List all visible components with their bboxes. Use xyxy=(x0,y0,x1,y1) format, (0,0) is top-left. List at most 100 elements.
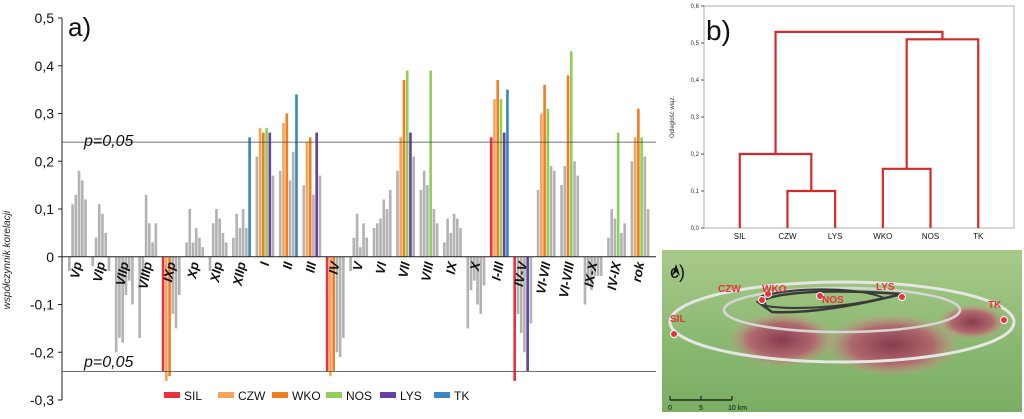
bar-lys-viip xyxy=(127,256,131,281)
dendrogram-chart: 0,00,10,20,30,40,50,6 SIL CZW LYS WKO NOS TK … xyxy=(670,4,1015,241)
category-label-iv: IV xyxy=(326,259,343,275)
bar-czw-vp xyxy=(71,204,74,257)
bar-nos-iii xyxy=(312,194,315,257)
bar-sil-vi-vii xyxy=(536,189,540,257)
bar-tk-iv xyxy=(342,256,345,338)
bar-lys-xip xyxy=(221,232,225,257)
bar-nos-viii xyxy=(429,70,432,257)
category-label-vi: VI xyxy=(372,260,389,275)
bar-nos-vii xyxy=(405,70,409,257)
dendrogram-y-axis: 0,0 0,1 0,2 0,3 0,4 0,5 0,6 xyxy=(691,4,704,232)
bar-tk-i-iii xyxy=(506,89,509,257)
bar-tk-vi-viii xyxy=(576,175,580,257)
bar-lys-vi-viii xyxy=(573,161,576,257)
bar-wko-vi-viii xyxy=(566,75,570,257)
category-label-viip: VIIp xyxy=(113,261,132,287)
bar-wko-iii xyxy=(308,137,312,257)
bar-wko-viii xyxy=(426,185,429,257)
y-tick-label: 0,5 xyxy=(35,10,55,26)
bar-czw-vii xyxy=(399,137,403,257)
panel-a-correlation-chart: 0,5 0,4 0,3 0,2 0,1 0 -0,1 -0,2 -0,3 p=0,05 p=0,… xyxy=(2,10,656,408)
bar-sil-ii xyxy=(278,170,282,257)
dendrogram-y-tick-label: 0,4 xyxy=(691,78,700,84)
station-label-lys: LYS xyxy=(876,282,895,293)
y-tick-label: -0,3 xyxy=(30,392,54,408)
dendrogram-leaf-labels: SIL CZW LYS WKO NOS TK xyxy=(734,232,984,241)
bar-lys-vip xyxy=(104,232,108,257)
station-label-nos: NOS xyxy=(822,295,844,306)
bar-lys-vi-vii xyxy=(549,166,553,257)
dendrogram-link-5 xyxy=(774,30,944,154)
y-tick-label: 0,3 xyxy=(35,106,55,122)
scale-label-10km: 10 km xyxy=(728,405,747,412)
bar-nos-vi-viii xyxy=(569,51,573,257)
bar-nos-xiip xyxy=(241,209,245,257)
bar-sil-vi-viii xyxy=(560,185,563,257)
legend-swatch-sil xyxy=(164,392,180,398)
bar-sil-vip xyxy=(91,256,95,267)
bar-wko-viiip xyxy=(144,194,148,257)
legend-label-czw: CZW xyxy=(238,389,266,403)
legend-label-sil: SIL xyxy=(184,389,202,403)
bar-tk-viii xyxy=(435,223,439,257)
bar-wko-ii xyxy=(285,113,289,257)
bar-czw-ix xyxy=(446,218,449,257)
bar-wko-i-iii xyxy=(496,80,500,257)
y-tick-label: 0,1 xyxy=(35,201,55,217)
bar-czw-rok xyxy=(633,137,637,257)
legend-label-tk: TK xyxy=(454,389,469,403)
station-marker xyxy=(1000,316,1008,324)
station-marker xyxy=(758,296,766,304)
bar-lys-x xyxy=(479,256,483,315)
bar-wko-xip xyxy=(215,209,218,257)
map-scale-bar: 0 5 10 km xyxy=(668,396,747,412)
bar-nos-xip xyxy=(218,218,221,257)
bar-tk-v xyxy=(365,237,369,257)
category-label-ixp: IXp xyxy=(160,261,178,284)
bar-czw-iv xyxy=(329,256,332,377)
bar-nos-ii xyxy=(288,180,292,257)
legend-swatch-wko xyxy=(272,392,288,398)
bar-tk-iv-ix xyxy=(623,223,626,257)
dendrogram-leaf-wko: WKO xyxy=(873,232,892,241)
bar-czw-viiip xyxy=(141,256,145,276)
relief-map: c) SIL CZW WKO NOS LYS TK xyxy=(662,250,1022,412)
bar-tk-viip xyxy=(131,256,134,305)
legend: SIL CZW WKO NOS LYS TK xyxy=(164,389,469,403)
category-label-ix: IX xyxy=(443,259,460,275)
bar-czw-i xyxy=(258,127,262,257)
bar-lys-ix xyxy=(456,218,459,257)
bar-nos-ixp xyxy=(171,256,175,315)
bar-nos-vi xyxy=(382,199,386,257)
north-arrow-icon xyxy=(672,264,680,276)
bar-tk-iii xyxy=(318,175,322,257)
category-label-i: I xyxy=(257,260,272,267)
legend-swatch-lys xyxy=(380,392,396,398)
bar-tk-rok xyxy=(646,209,650,257)
bar-tk-i xyxy=(271,175,275,257)
bar-wko-vii xyxy=(402,80,406,257)
y-axis-title: współczynnik korelacji xyxy=(2,210,13,309)
bar-czw-x xyxy=(469,256,473,291)
bar-sil-i-iii xyxy=(489,137,493,257)
bar-nos-xp xyxy=(194,228,198,257)
correlation-bar-chart: 0,5 0,4 0,3 0,2 0,1 0 -0,1 -0,2 -0,3 p=0,05 p=0,… xyxy=(2,10,656,408)
legend-label-nos: NOS xyxy=(346,389,372,403)
bar-lys-viiip xyxy=(151,242,154,257)
bar-sil-ixp xyxy=(161,256,165,372)
bar-lys-iv xyxy=(338,256,342,358)
bar-sil-iv-v xyxy=(513,256,516,381)
bar-wko-vip xyxy=(97,204,101,257)
station-sil: SIL xyxy=(670,314,686,338)
bar-tk-xp xyxy=(201,247,205,257)
bar-tk-vii xyxy=(412,156,415,257)
bar-tk-ix xyxy=(459,228,462,257)
bar-sil-v xyxy=(349,256,352,272)
panel-a-label: a) xyxy=(68,12,91,42)
category-label-vi-vii: VI-VII xyxy=(533,260,553,295)
bar-wko-v xyxy=(355,213,359,257)
station-czw: CZW xyxy=(718,284,766,304)
bar-sil-iii xyxy=(302,185,306,257)
legend-swatch-czw xyxy=(218,392,234,398)
bar-tk-iv-v xyxy=(529,256,533,324)
